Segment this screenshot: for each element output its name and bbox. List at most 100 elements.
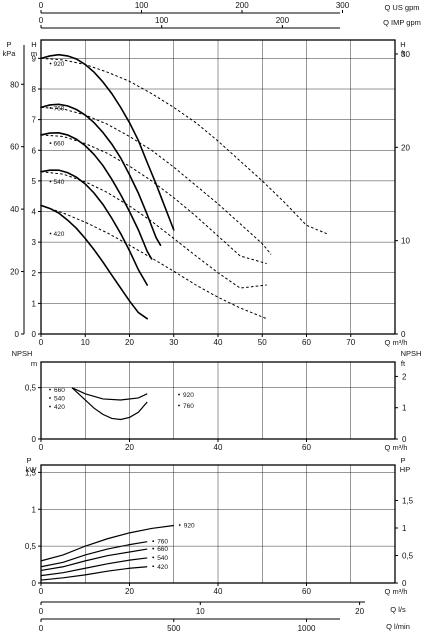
power-axis-title: P <box>26 456 31 465</box>
hp-tick-label: 0,5 <box>402 552 414 561</box>
bottom-axis-tick-label: 20 <box>355 607 364 616</box>
power-curve-label-540: 540 <box>157 555 168 562</box>
kpa-tick-label: 0 <box>15 330 20 339</box>
bottom-axis-tick-label: 0 <box>39 607 44 616</box>
head-ytick-label: 1 <box>32 299 37 308</box>
head-curve-920-dashed <box>40 57 329 235</box>
hp-tick-label: 0 <box>402 579 407 588</box>
hp-tick-label: 1 <box>402 524 407 533</box>
head-ytick-label: 8 <box>32 85 37 94</box>
npsh-ft-tick-label: 0 <box>402 435 407 444</box>
power-axis-unit: kW <box>26 465 38 474</box>
npsh-ft-tick-label: 1 <box>402 404 407 413</box>
npsh-curve-0 <box>71 387 148 421</box>
npsh-xtick-label: 40 <box>214 443 223 452</box>
top-axis-tick-label: 0 <box>39 1 44 10</box>
head-ytick-label: 4 <box>32 208 37 217</box>
power-label-dot <box>152 565 155 568</box>
head-curve-660-dashed <box>40 134 267 265</box>
head-label-dot <box>49 180 52 183</box>
head-xtick-label: 0 <box>39 338 44 347</box>
head-ytick-label: 0 <box>32 330 37 339</box>
head-ytick-label: 6 <box>32 146 37 155</box>
head-curve-label-920: 920 <box>53 61 64 68</box>
npsh-xaxis-label: Q m³/h <box>385 443 408 452</box>
ft-tick-label: 30 <box>401 50 410 59</box>
npsh-label-420: 420 <box>54 404 65 411</box>
head-curve-label-760: 760 <box>53 105 64 112</box>
power-xtick-label: 20 <box>125 587 134 596</box>
npsh-right-label-dot <box>178 404 180 407</box>
ft-tick-label: 0 <box>401 330 406 339</box>
power-curve-760 <box>40 541 148 568</box>
head-ytick-label: 5 <box>32 177 37 186</box>
head-curve-760-dashed <box>40 106 272 255</box>
bottom-axis-tick-label: 10 <box>196 607 205 616</box>
head-curve-920-solid <box>40 53 175 231</box>
head-xtick-label: 30 <box>169 338 178 347</box>
npsh-ytick-label: 0,5 <box>25 384 37 393</box>
bottom-axis-tick-label: 0 <box>39 624 44 633</box>
head-xtick-label: 60 <box>302 338 311 347</box>
head-curve-540-solid <box>40 169 148 286</box>
head-ytick-label: 9 <box>32 54 37 63</box>
head-ytick-label: 3 <box>32 238 37 247</box>
head-label-dot <box>49 107 52 109</box>
top-axis-tick-label: 200 <box>276 16 290 25</box>
power-curve-label-920: 920 <box>184 522 195 529</box>
bottom-axis-tick-label: 1000 <box>298 624 316 633</box>
power-ytick-label: 0,5 <box>25 542 37 551</box>
power-label-dot <box>152 556 155 559</box>
head-curve-420-solid <box>40 204 148 320</box>
power-xaxis-label: Q m³/h <box>385 587 408 596</box>
npsh-ft-axis-unit: ft <box>401 359 406 368</box>
kpa-tick-label: 60 <box>10 143 19 152</box>
power-ytick-label: 1,5 <box>25 468 37 477</box>
head-curve-label-540: 540 <box>53 179 64 186</box>
npsh-left-label-dot <box>49 405 51 408</box>
power-xtick-label: 60 <box>302 587 311 596</box>
head-curve-540-dashed <box>40 171 267 289</box>
head-xtick-label: 50 <box>258 338 267 347</box>
power-curve-540 <box>40 557 148 577</box>
power-curve-420 <box>40 566 148 581</box>
npsh-xtick-label: 0 <box>39 443 44 452</box>
hp-tick-label: 1,5 <box>402 497 414 506</box>
bottom-axis-label: Q l/s <box>390 605 406 614</box>
npsh-label-760: 760 <box>183 403 194 410</box>
head-ytick-label: 7 <box>32 116 37 125</box>
bottom-axis-tick-label: 500 <box>167 624 181 633</box>
head-label-dot <box>49 62 52 65</box>
power-label-dot <box>178 524 181 526</box>
power-xtick-label: 40 <box>214 587 223 596</box>
top-axis-tick-label: 300 <box>336 1 350 10</box>
npsh-axis-title: NPSH <box>12 349 33 358</box>
npsh-left-label-dot <box>49 397 51 399</box>
npsh-label-540: 540 <box>54 396 65 403</box>
npsh-curve-1 <box>71 387 148 401</box>
bottom-axis-label: Q l/min <box>386 622 410 631</box>
head-curve-760-solid <box>40 103 162 246</box>
power-curve-label-660: 660 <box>157 546 168 553</box>
hp-axis-unit: HP <box>400 465 410 474</box>
top-axis-tick-label: 0 <box>39 16 44 25</box>
power-curve-920 <box>40 524 174 562</box>
power-curve-660 <box>40 548 148 572</box>
head-xtick-label: 20 <box>125 338 134 347</box>
npsh-label-660: 660 <box>54 387 65 394</box>
top-axis-tick-label: 100 <box>155 16 169 25</box>
power-ytick-label: 0 <box>32 579 37 588</box>
npsh-xtick-label: 60 <box>302 443 311 452</box>
power-ytick-label: 1 <box>32 505 37 514</box>
npsh-xtick-label: 20 <box>125 443 134 452</box>
npsh-axis-unit: m <box>31 359 37 368</box>
npsh-ytick-label: 0 <box>32 435 37 444</box>
top-axis-tick-label: 100 <box>135 1 149 10</box>
head-label-dot <box>49 142 52 145</box>
npsh-ft-tick-label: 2 <box>402 372 407 381</box>
kpa-tick-label: 40 <box>10 205 19 214</box>
head-curve-660-solid <box>40 131 153 260</box>
